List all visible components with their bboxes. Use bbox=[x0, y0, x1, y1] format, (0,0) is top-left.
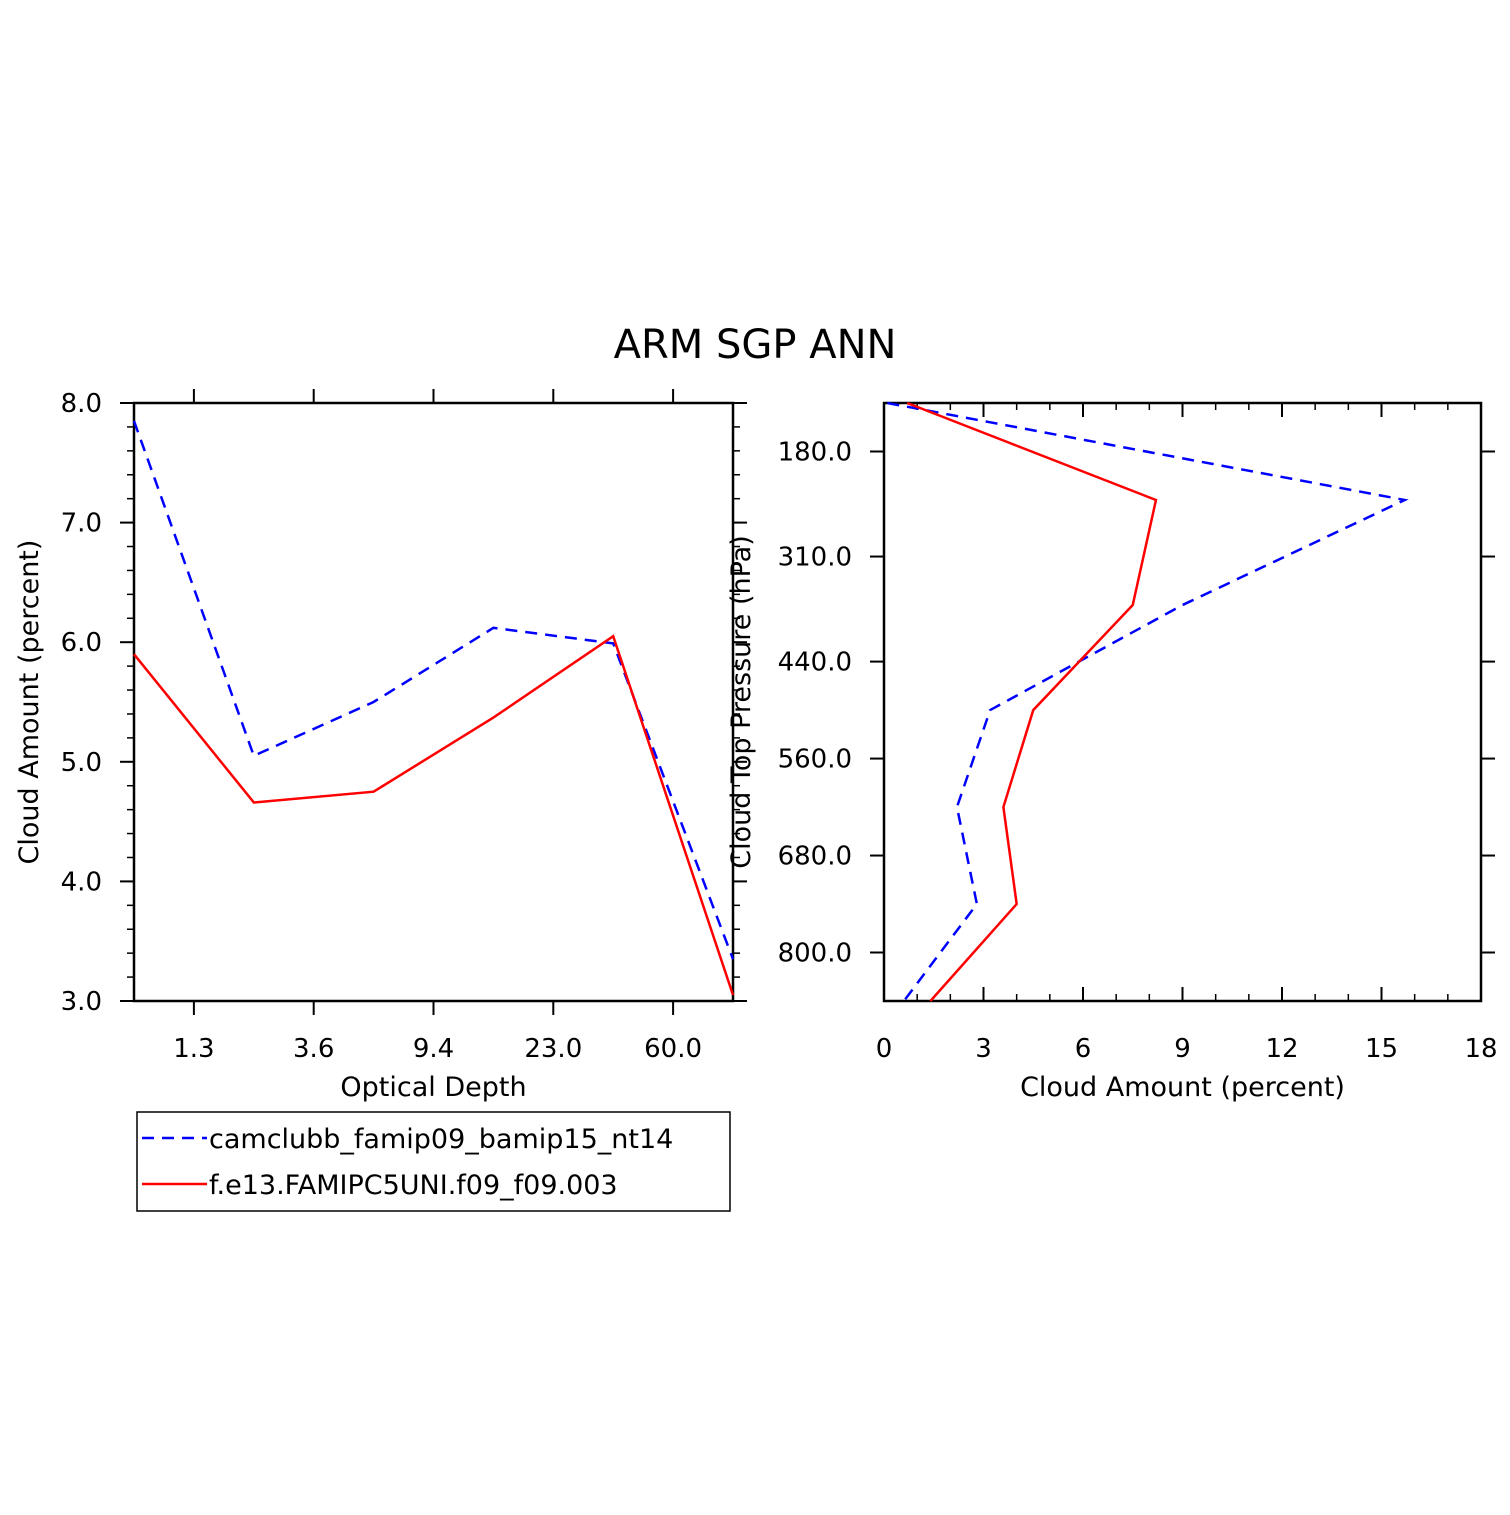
y-tick-label: 310.0 bbox=[778, 543, 852, 573]
y-tick-label: 3.0 bbox=[61, 987, 102, 1017]
y-tick-label: 5.0 bbox=[61, 748, 102, 778]
y-tick-label: 560.0 bbox=[778, 745, 852, 775]
x-tick-label: 12 bbox=[1265, 1034, 1298, 1064]
legend-label-1: camclubb_famip09_bamip15_nt14 bbox=[209, 1124, 673, 1155]
x-axis-title: Cloud Amount (percent) bbox=[1020, 1072, 1345, 1103]
y-tick-label: 440.0 bbox=[778, 648, 852, 678]
y-tick-label: 7.0 bbox=[61, 509, 102, 539]
series-line-1 bbox=[887, 403, 1404, 1001]
x-tick-label: 1.3 bbox=[173, 1034, 214, 1064]
y-tick-label: 680.0 bbox=[778, 842, 852, 872]
series-line-1 bbox=[134, 421, 733, 959]
y-tick-label: 180.0 bbox=[778, 437, 852, 467]
y-axis-title: Cloud Top Pressure (hPa) bbox=[726, 535, 757, 869]
x-tick-label: 0 bbox=[876, 1034, 893, 1064]
left-panel: 1.3 3.6 9.4 23.0 60.0 3.0 4.0 5.0 6.0 7.0 8.0 Optic… bbox=[14, 389, 747, 1103]
x-tick-label: 60.0 bbox=[644, 1034, 702, 1064]
x-tick-label: 9 bbox=[1174, 1034, 1191, 1064]
series-line-2 bbox=[907, 403, 1156, 1001]
x-tick-label: 18 bbox=[1464, 1034, 1497, 1064]
legend-label-2: f.e13.FAMIPC5UNI.f09_f09.003 bbox=[209, 1170, 618, 1201]
series-line-2 bbox=[134, 636, 733, 995]
x-tick-label: 6 bbox=[1075, 1034, 1092, 1064]
y-tick-label: 6.0 bbox=[61, 628, 102, 658]
chart-title: ARM SGP ANN bbox=[614, 322, 897, 368]
right-panel: 0 3 6 9 12 15 18 180.0 310.0 440.0 560.0 680.0 800.0… bbox=[726, 403, 1498, 1103]
y-tick-label: 800.0 bbox=[778, 939, 852, 969]
x-tick-label: 15 bbox=[1365, 1034, 1398, 1064]
x-tick-label: 23.0 bbox=[524, 1034, 582, 1064]
y-tick-label: 8.0 bbox=[61, 389, 102, 419]
left-plot-frame bbox=[134, 403, 733, 1001]
legend: camclubb_famip09_bamip15_nt14 f.e13.FAMIP… bbox=[137, 1112, 730, 1211]
x-axis-title: Optical Depth bbox=[340, 1072, 526, 1103]
x-tick-label: 9.4 bbox=[413, 1034, 454, 1064]
y-tick-label: 4.0 bbox=[61, 867, 102, 897]
y-axis-title: Cloud Amount (percent) bbox=[14, 540, 45, 865]
x-tick-label: 3 bbox=[975, 1034, 992, 1064]
right-plot-frame bbox=[884, 403, 1481, 1001]
x-tick-label: 3.6 bbox=[293, 1034, 334, 1064]
